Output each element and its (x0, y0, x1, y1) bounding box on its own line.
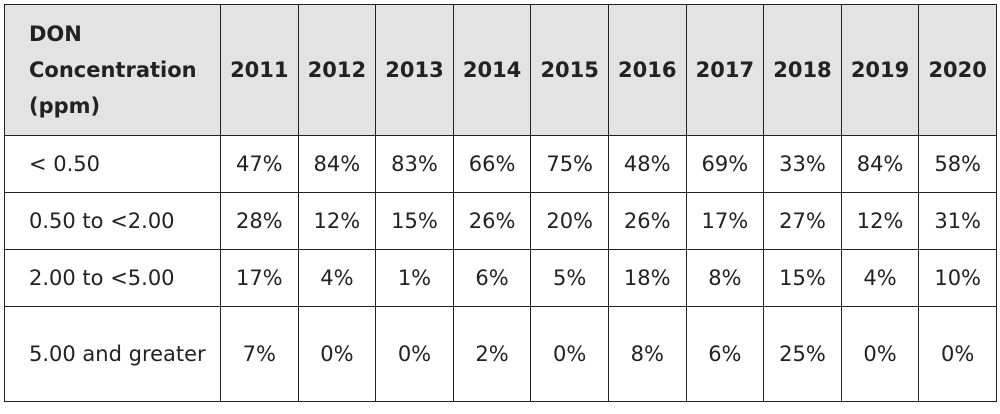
table-cell: 4% (297, 249, 377, 307)
table-cell: 84% (840, 135, 920, 193)
table-cell: 28% (220, 192, 299, 250)
table-cell: 0% (297, 306, 377, 402)
table-cell: 15% (375, 192, 454, 250)
row-label: 5.00 and greater (4, 306, 221, 402)
table-cell: 26% (607, 192, 687, 250)
table-cell: 83% (375, 135, 454, 193)
table-cell: 8% (685, 249, 765, 307)
table-cell: 10% (918, 249, 997, 307)
table-cell: 47% (220, 135, 299, 193)
table-cell: 0% (375, 306, 454, 402)
don-concentration-table: DON Concentration (ppm) 2011 2012 2013 2… (4, 4, 997, 402)
table-cell: 20% (530, 192, 609, 250)
table-row: 0.50 to <2.00 28% 12% 15% 26% 20% 26% 17… (4, 192, 997, 250)
table-cell: 18% (607, 249, 687, 307)
table-cell: 2% (452, 306, 532, 402)
table-cell: 48% (607, 135, 687, 193)
table-cell: 66% (452, 135, 532, 193)
table-cell: 1% (375, 249, 454, 307)
table-cell: 17% (220, 249, 299, 307)
table-cell: 4% (840, 249, 920, 307)
header-year: 2020 (918, 4, 997, 136)
table-cell: 7% (220, 306, 299, 402)
table-cell: 69% (685, 135, 765, 193)
header-year: 2017 (685, 4, 765, 136)
header-don-concentration: DON Concentration (ppm) (4, 4, 221, 136)
table-cell: 17% (685, 192, 765, 250)
row-label: 0.50 to <2.00 (4, 192, 221, 250)
header-row: DON Concentration (ppm) 2011 2012 2013 2… (4, 4, 997, 136)
table-cell: 75% (530, 135, 609, 193)
table-cell: 58% (918, 135, 997, 193)
table-row: < 0.50 47% 84% 83% 66% 75% 48% 69% 33% 8… (4, 135, 997, 193)
table-cell: 31% (918, 192, 997, 250)
header-year: 2019 (840, 4, 920, 136)
header-year: 2015 (530, 4, 609, 136)
table-cell: 25% (763, 306, 842, 402)
table-cell: 8% (607, 306, 687, 402)
table-cell: 12% (840, 192, 920, 250)
table-cell: 0% (840, 306, 920, 402)
table-cell: 12% (297, 192, 377, 250)
table-cell: 6% (685, 306, 765, 402)
header-year: 2012 (297, 4, 377, 136)
table-row: 2.00 to <5.00 17% 4% 1% 6% 5% 18% 8% 15%… (4, 249, 997, 307)
table-cell: 15% (763, 249, 842, 307)
table-cell: 33% (763, 135, 842, 193)
table-cell: 0% (918, 306, 997, 402)
table-cell: 26% (452, 192, 532, 250)
table-cell: 84% (297, 135, 377, 193)
header-year: 2018 (763, 4, 842, 136)
table-cell: 27% (763, 192, 842, 250)
table-row: 5.00 and greater 7% 0% 0% 2% 0% 8% 6% 25… (4, 306, 997, 402)
row-label: 2.00 to <5.00 (4, 249, 221, 307)
table-cell: 0% (530, 306, 609, 402)
header-year: 2013 (375, 4, 454, 136)
header-year: 2016 (607, 4, 687, 136)
row-label: < 0.50 (4, 135, 221, 193)
table-cell: 6% (452, 249, 532, 307)
header-year: 2011 (220, 4, 299, 136)
table-cell: 5% (530, 249, 609, 307)
header-year: 2014 (452, 4, 532, 136)
